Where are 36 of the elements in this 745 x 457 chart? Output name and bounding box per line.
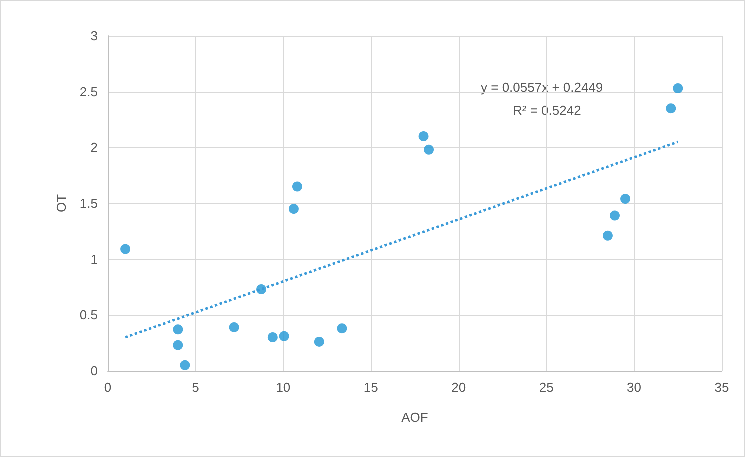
x-tick-label: 35 <box>714 380 730 395</box>
point <box>602 230 613 241</box>
x-axis-title: AOF <box>402 410 428 425</box>
point <box>173 324 184 335</box>
point <box>268 332 278 342</box>
point <box>666 104 676 114</box>
point <box>314 336 324 347</box>
y-tick-label: 2 <box>90 140 98 156</box>
y-tick-label: 1 <box>90 252 98 267</box>
point <box>292 182 302 192</box>
y-tick-label: 0.5 <box>80 308 98 323</box>
point <box>673 83 684 94</box>
x-tick-label: 30 <box>627 380 642 395</box>
x-tick-label: 25 <box>539 380 554 395</box>
x-tick-label: 20 <box>452 380 466 395</box>
annotation: R² = 0.5242 <box>513 103 582 118</box>
y-axis-title: OT <box>54 194 69 213</box>
x-tick-label: 10 <box>276 380 291 395</box>
point <box>418 132 429 142</box>
y-tick-label: 1.5 <box>80 196 98 211</box>
point <box>173 340 184 350</box>
point <box>279 331 290 342</box>
point <box>610 210 620 221</box>
x-tick-label: 5 <box>192 380 200 395</box>
y-tick-label: 0 <box>90 364 98 378</box>
point <box>180 360 190 370</box>
x-tick-label: 15 <box>364 380 378 395</box>
x-tick-label: 0 <box>104 380 112 395</box>
point <box>337 324 348 334</box>
point <box>288 204 299 214</box>
y-tick-label: 2.5 <box>80 84 98 100</box>
point <box>424 144 434 155</box>
point <box>120 244 131 254</box>
y-tick-label: 3 <box>90 28 98 44</box>
point <box>620 194 631 204</box>
point <box>229 322 240 332</box>
